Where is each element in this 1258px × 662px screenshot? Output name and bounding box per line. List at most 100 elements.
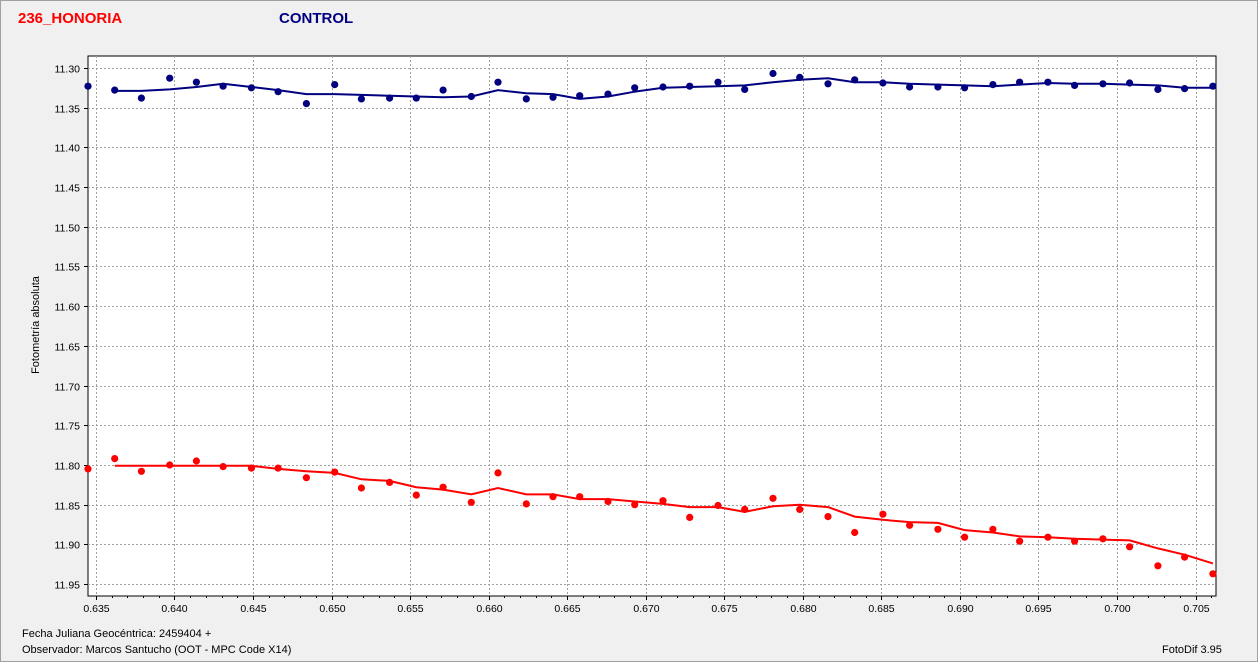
target-point xyxy=(331,468,339,476)
control-point xyxy=(906,83,914,91)
target-point xyxy=(1209,570,1217,578)
x-tick-label: 0.650 xyxy=(319,603,345,615)
x-axis-ticks: 0.635 0.640 0.645 0.650 0.655 0.660 0.665 0.670… xyxy=(83,596,1212,615)
y-tick-label: 11.55 xyxy=(55,262,81,274)
control-point xyxy=(1181,85,1189,93)
target-point xyxy=(961,533,969,541)
control-point xyxy=(769,69,777,78)
target-point xyxy=(247,464,255,472)
target-point xyxy=(1099,535,1107,543)
control-point xyxy=(631,84,639,92)
y-tick-label: 11.85 xyxy=(55,501,81,513)
observer-footer: Observador: Marcos Santucho (OOT - MPC C… xyxy=(22,644,292,656)
target-point xyxy=(879,510,887,518)
control-point xyxy=(796,73,804,81)
target-point xyxy=(824,513,832,521)
control-point xyxy=(1071,81,1079,89)
y-tick-label: 11.90 xyxy=(55,540,81,552)
target-point xyxy=(1154,562,1162,570)
control-point xyxy=(166,74,174,82)
control-point xyxy=(576,92,584,100)
target-point xyxy=(549,493,557,501)
target-point xyxy=(84,465,92,473)
x-tick-label: 0.645 xyxy=(240,603,266,615)
target-point xyxy=(686,513,694,522)
target-point xyxy=(989,525,997,533)
target-point xyxy=(796,505,804,513)
control-point xyxy=(879,79,887,87)
target-point xyxy=(467,498,475,506)
control-point xyxy=(274,88,282,96)
x-tick-label: 0.700 xyxy=(1104,603,1130,615)
x-tick-label: 0.675 xyxy=(711,603,737,615)
control-point xyxy=(1126,79,1134,87)
control-point xyxy=(357,95,365,103)
target-point xyxy=(851,528,859,537)
y-axis-ticks: 11.30 11.35 11.40 11.45 11.50 11.55 11.60 11.65… xyxy=(55,64,88,592)
target-point xyxy=(219,463,227,471)
control-point xyxy=(741,85,749,93)
target-point xyxy=(769,494,777,502)
control-point xyxy=(714,78,722,86)
x-tick-label: 0.655 xyxy=(397,603,423,615)
target-point xyxy=(741,505,749,513)
control-point xyxy=(331,81,339,89)
target-point xyxy=(604,497,612,506)
plot-area xyxy=(87,55,1217,597)
y-tick-label: 11.30 xyxy=(55,64,81,76)
y-axis-label: Fotometría absoluta xyxy=(30,276,42,374)
target-point xyxy=(1181,553,1189,561)
y-tick-label: 11.45 xyxy=(55,183,81,195)
control-point xyxy=(137,94,145,102)
y-tick-label: 11.50 xyxy=(55,223,81,235)
target-point xyxy=(274,464,282,472)
y-tick-label: 11.80 xyxy=(55,461,81,473)
control-point xyxy=(1044,78,1052,86)
x-tick-label: 0.680 xyxy=(790,603,816,615)
target-point xyxy=(576,493,584,501)
target-point xyxy=(906,521,914,529)
control-point xyxy=(111,86,119,94)
control-point xyxy=(467,92,475,101)
control-point xyxy=(219,82,227,90)
target-point xyxy=(522,500,530,508)
y-tick-label: 11.35 xyxy=(55,104,81,116)
control-point xyxy=(824,80,832,88)
x-tick-label: 0.640 xyxy=(161,603,187,615)
x-tick-label: 0.705 xyxy=(1183,603,1209,615)
control-point xyxy=(1209,82,1217,90)
control-point xyxy=(686,82,694,90)
y-tick-label: 11.40 xyxy=(55,143,81,155)
target-point xyxy=(412,491,420,499)
target-point xyxy=(631,501,639,509)
control-title: CONTROL xyxy=(279,10,354,27)
control-point xyxy=(1099,80,1107,88)
target-point xyxy=(1071,537,1079,545)
control-point xyxy=(1016,78,1024,86)
control-point xyxy=(192,78,200,86)
target-point xyxy=(357,484,365,492)
control-point xyxy=(934,83,942,91)
target-point xyxy=(934,525,942,533)
x-tick-label: 0.695 xyxy=(1025,603,1051,615)
data-points xyxy=(84,69,1217,578)
control-point xyxy=(604,90,612,98)
target-point xyxy=(714,501,722,510)
control-point xyxy=(412,94,420,102)
control-point xyxy=(1154,85,1162,93)
control-point xyxy=(494,78,502,86)
x-tick-label: 0.665 xyxy=(554,603,580,615)
control-point xyxy=(851,76,859,84)
y-tick-label: 11.65 xyxy=(55,342,81,354)
control-point xyxy=(659,83,667,91)
x-tick-label: 0.685 xyxy=(868,603,894,615)
target-point xyxy=(386,478,394,486)
x-tick-label: 0.660 xyxy=(476,603,502,615)
target-point xyxy=(494,469,502,477)
target-point xyxy=(166,461,174,469)
target-point xyxy=(659,497,667,505)
control-point xyxy=(522,95,530,103)
software-version: FotoDif 3.95 xyxy=(1162,644,1222,656)
control-point xyxy=(989,81,997,89)
